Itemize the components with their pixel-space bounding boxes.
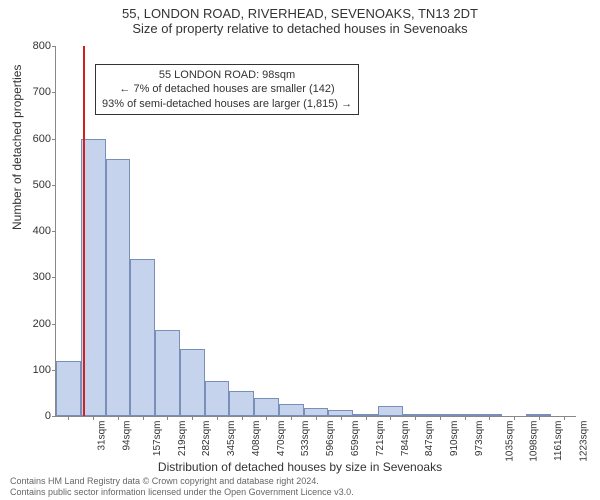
x-tick-label: 973sqm xyxy=(474,421,485,457)
y-tick-label: 700 xyxy=(21,86,51,98)
x-tick-mark xyxy=(118,416,119,420)
x-tick-mark xyxy=(217,416,218,420)
y-tick-label: 800 xyxy=(21,40,51,52)
annotation-line2: ← 7% of detached houses are smaller (142… xyxy=(102,82,352,96)
x-tick-label: 721sqm xyxy=(375,421,386,457)
address-title: 55, LONDON ROAD, RIVERHEAD, SEVENOAKS, T… xyxy=(0,0,600,21)
annotation-line3: 93% of semi-detached houses are larger (… xyxy=(102,97,352,111)
x-tick-label: 1098sqm xyxy=(529,421,540,462)
histogram-bar xyxy=(254,398,279,417)
y-tick-mark xyxy=(52,416,56,417)
x-tick-label: 94sqm xyxy=(122,421,133,451)
footer-line1: Contains HM Land Registry data © Crown c… xyxy=(10,476,354,487)
x-tick-mark xyxy=(316,416,317,420)
x-tick-label: 31sqm xyxy=(97,421,108,451)
x-tick-label: 1161sqm xyxy=(553,421,564,461)
x-axis-label: Distribution of detached houses by size … xyxy=(0,460,600,474)
subtitle: Size of property relative to detached ho… xyxy=(0,21,600,36)
x-tick-mark xyxy=(390,416,391,420)
x-tick-mark xyxy=(539,416,540,420)
y-tick-label: 300 xyxy=(21,271,51,283)
x-tick-mark xyxy=(242,416,243,420)
y-tick-mark xyxy=(52,185,56,186)
x-tick-label: 219sqm xyxy=(177,421,188,457)
footer-attribution: Contains HM Land Registry data © Crown c… xyxy=(10,476,354,498)
x-tick-label: 345sqm xyxy=(226,421,237,457)
x-tick-mark xyxy=(440,416,441,420)
x-tick-mark xyxy=(366,416,367,420)
histogram-chart: 010020030040050060070080031sqm94sqm157sq… xyxy=(55,46,575,416)
y-tick-label: 200 xyxy=(21,318,51,330)
histogram-bar xyxy=(155,330,180,416)
histogram-bar xyxy=(304,408,329,416)
property-marker-line xyxy=(83,46,85,416)
x-tick-label: 1223sqm xyxy=(578,421,589,462)
x-tick-mark xyxy=(143,416,144,420)
y-tick-label: 100 xyxy=(21,364,51,376)
footer-line2: Contains public sector information licen… xyxy=(10,487,354,498)
x-tick-mark xyxy=(415,416,416,420)
annotation-line1: 55 LONDON ROAD: 98sqm xyxy=(102,68,352,82)
x-tick-mark xyxy=(93,416,94,420)
histogram-bar xyxy=(279,404,304,416)
histogram-bar xyxy=(130,259,155,416)
x-tick-mark xyxy=(564,416,565,420)
x-tick-mark xyxy=(291,416,292,420)
histogram-bar xyxy=(205,381,230,416)
x-tick-label: 910sqm xyxy=(449,421,460,457)
x-tick-mark xyxy=(465,416,466,420)
y-tick-mark xyxy=(52,231,56,232)
y-tick-label: 400 xyxy=(21,225,51,237)
x-tick-mark xyxy=(68,416,69,420)
x-tick-mark xyxy=(266,416,267,420)
x-tick-label: 784sqm xyxy=(400,421,411,457)
x-tick-label: 157sqm xyxy=(152,421,163,457)
histogram-bar xyxy=(56,361,81,417)
x-tick-mark xyxy=(341,416,342,420)
y-tick-label: 600 xyxy=(21,133,51,145)
y-tick-label: 500 xyxy=(21,179,51,191)
y-tick-mark xyxy=(52,324,56,325)
x-tick-label: 470sqm xyxy=(276,421,287,457)
annotation-box: 55 LONDON ROAD: 98sqm ← 7% of detached h… xyxy=(95,64,359,115)
y-tick-mark xyxy=(52,46,56,47)
x-tick-label: 1035sqm xyxy=(504,421,515,462)
histogram-bar xyxy=(378,406,403,416)
histogram-bar xyxy=(106,159,131,416)
y-tick-mark xyxy=(52,139,56,140)
x-tick-label: 659sqm xyxy=(350,421,361,457)
x-tick-mark xyxy=(489,416,490,420)
histogram-bar xyxy=(180,349,205,416)
x-tick-mark xyxy=(167,416,168,420)
y-tick-mark xyxy=(52,92,56,93)
x-tick-mark xyxy=(192,416,193,420)
x-tick-label: 282sqm xyxy=(202,421,213,457)
y-tick-mark xyxy=(52,277,56,278)
histogram-bar xyxy=(229,391,254,416)
x-tick-label: 847sqm xyxy=(424,421,435,457)
x-tick-label: 596sqm xyxy=(325,421,336,457)
x-tick-label: 408sqm xyxy=(251,421,262,457)
y-tick-label: 0 xyxy=(21,410,51,422)
x-tick-mark xyxy=(514,416,515,420)
x-tick-label: 533sqm xyxy=(301,421,312,457)
